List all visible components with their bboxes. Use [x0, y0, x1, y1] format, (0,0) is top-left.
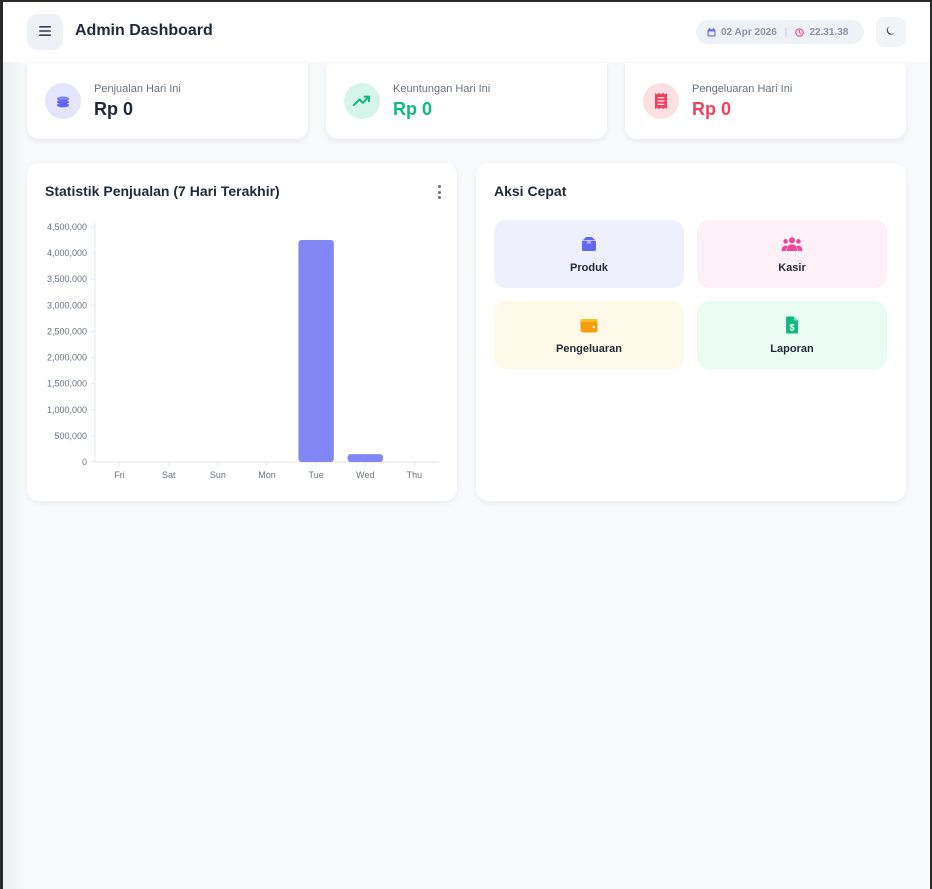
y-tick-label: 4,500,000 [47, 222, 87, 232]
action-label: Kasir [778, 262, 806, 274]
y-tick-label: 2,500,000 [47, 326, 87, 336]
trending-up-icon [344, 83, 380, 119]
action-kasir-button[interactable]: Kasir [697, 220, 887, 288]
theme-toggle-button[interactable] [876, 17, 906, 47]
stat-card-profit: Keuntungan Hari Ini Rp 0 [326, 63, 607, 139]
svg-text:$: $ [789, 323, 794, 333]
x-tick-label: Sat [162, 470, 176, 480]
sales-chart-panel: Statistik Penjualan (7 Hari Terakhir) 0 5… [27, 163, 457, 501]
stat-value: Rp 0 [692, 99, 732, 119]
clock-icon [795, 27, 805, 37]
box-icon [581, 234, 597, 254]
quick-actions-title: Aksi Cepat [494, 183, 567, 199]
more-options-icon[interactable] [435, 185, 443, 199]
bar-wed [347, 454, 383, 462]
calendar-icon [707, 27, 716, 37]
action-label: Laporan [770, 343, 814, 355]
receipt-icon [643, 83, 679, 119]
x-tick-label: Fri [114, 470, 125, 480]
x-tick-label: Wed [356, 470, 374, 480]
datetime-pill: 02 Apr 2026 | 22.31.38 [696, 20, 864, 44]
action-label: Pengeluaran [555, 343, 623, 355]
x-tick-label: Sun [210, 470, 226, 480]
y-tick-label: 1,000,000 [47, 405, 87, 415]
x-tick-label: Thu [407, 470, 423, 480]
top-header: Admin Dashboard 02 Apr 2026 | 22.31.38 [3, 2, 930, 62]
quick-actions-panel: Aksi Cepat Produk Kasir [476, 163, 906, 501]
window-frame-top [0, 0, 932, 2]
sidebar-shadow [3, 2, 25, 889]
page-title: Admin Dashboard [75, 22, 213, 39]
action-produk-button[interactable]: Produk [494, 220, 684, 288]
stat-label: Keuntungan Hari Ini [393, 83, 491, 95]
stat-value: Rp 0 [393, 99, 433, 119]
window-frame-left [0, 0, 3, 889]
file-invoice-icon: $ [785, 315, 799, 335]
stat-card-sales: Penjualan Hari Ini Rp 0 [27, 63, 308, 139]
action-label: Produk [570, 262, 608, 274]
stat-label: Penjualan Hari Ini [94, 83, 181, 95]
datetime-separator: | [784, 26, 788, 38]
stat-label: Pengeluaran Hari Ini [692, 83, 793, 95]
y-tick-label: 2,000,000 [47, 353, 87, 363]
action-laporan-button[interactable]: $ Laporan [697, 301, 887, 369]
moon-icon [886, 23, 897, 41]
current-time: 22.31.38 [809, 26, 849, 38]
sales-bar-chart: 0 500,000 1,000,000 1,500,000 2,000,000 2,500… [47, 222, 439, 480]
current-date: 02 Apr 2026 [721, 26, 777, 38]
y-tick-label: 3,500,000 [47, 274, 87, 284]
y-tick-label: 1,500,000 [47, 379, 87, 389]
hamburger-icon [39, 23, 51, 41]
stat-value: Rp 0 [94, 99, 134, 119]
x-tick-label: Mon [258, 470, 276, 480]
wallet-icon [580, 315, 598, 335]
window-frame-right [930, 0, 932, 889]
stat-card-expense: Pengeluaran Hari Ini Rp 0 [625, 63, 906, 139]
coins-icon [45, 83, 81, 119]
bar-tue [298, 240, 334, 462]
sales-chart-title: Statistik Penjualan (7 Hari Terakhir) [45, 183, 280, 199]
y-tick-label: 0 [82, 457, 87, 467]
y-tick-label: 3,000,000 [47, 300, 87, 310]
y-tick-label: 4,000,000 [47, 248, 87, 258]
x-tick-label: Tue [309, 470, 324, 480]
users-icon [781, 234, 803, 254]
action-pengeluaran-button[interactable]: Pengeluaran [494, 301, 684, 369]
menu-toggle-button[interactable] [27, 14, 63, 50]
y-tick-label: 500,000 [54, 431, 87, 441]
